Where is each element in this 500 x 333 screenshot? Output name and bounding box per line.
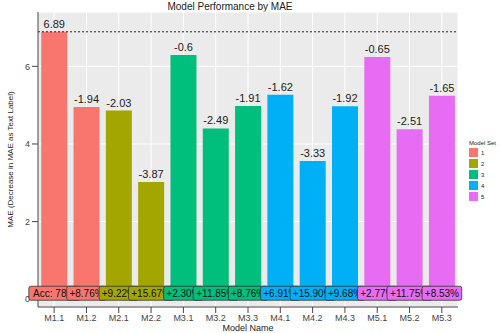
svg-text:M3.2: M3.2 — [206, 313, 226, 323]
html-text:1: 1 — [481, 149, 485, 156]
svg-text:+8.76%: +8.76% — [69, 288, 103, 299]
svg-text:M1.1: M1.1 — [44, 313, 64, 323]
html-text:Model Set: Model Set — [469, 140, 496, 146]
svg-text:-2.49: -2.49 — [203, 114, 228, 126]
svg-text:+11.75%: +11.75% — [390, 287, 430, 299]
svg-text:-1.65: -1.65 — [429, 82, 454, 94]
svg-text:M5.3: M5.3 — [432, 313, 452, 323]
svg-text:-3.87: -3.87 — [139, 168, 164, 180]
svg-text:-1.91: -1.91 — [236, 92, 261, 104]
svg-text:M3.3: M3.3 — [238, 313, 258, 323]
svg-text:M2.2: M2.2 — [141, 313, 161, 323]
html-text:Model Performance by MAE: Model Performance by MAE — [167, 1, 293, 12]
svg-text:M5.2: M5.2 — [400, 313, 420, 323]
svg-text:-3.33: -3.33 — [300, 147, 325, 159]
svg-text:-1.62: -1.62 — [268, 81, 293, 93]
svg-text:-0.6: -0.6 — [174, 41, 193, 53]
svg-text:4: 4 — [25, 139, 30, 149]
svg-text:6.89: 6.89 — [44, 18, 65, 30]
svg-text:M2.1: M2.1 — [109, 313, 129, 323]
svg-text:+6.91%: +6.91% — [263, 287, 298, 299]
html-text:2: 2 — [481, 160, 485, 167]
svg-text:M4.2: M4.2 — [303, 313, 323, 323]
svg-text:+15.90%: +15.90% — [292, 287, 333, 299]
html-text:3: 3 — [481, 171, 485, 178]
svg-text:-1.94: -1.94 — [74, 93, 99, 105]
svg-text:+9.68%: +9.68% — [328, 288, 362, 299]
svg-text:-2.51: -2.51 — [397, 115, 422, 127]
svg-text:+2.77%: +2.77% — [360, 287, 395, 299]
svg-text:+15.67%: +15.67% — [131, 287, 171, 299]
svg-text:MAE (Decrease in MAE as Text L: MAE (Decrease in MAE as Text Label) — [8, 91, 15, 228]
svg-text:M3.1: M3.1 — [173, 313, 193, 323]
svg-text:-1.92: -1.92 — [332, 92, 357, 104]
svg-text:+2.30%: +2.30% — [166, 287, 201, 299]
svg-text:2: 2 — [25, 217, 30, 227]
svg-text:+11.85%: +11.85% — [196, 287, 236, 299]
svg-text:-0.65: -0.65 — [365, 43, 390, 55]
svg-text:+8.53%: +8.53% — [425, 288, 459, 299]
svg-text:M4.1: M4.1 — [270, 313, 290, 323]
svg-text:M5.1: M5.1 — [367, 313, 387, 323]
svg-text:6: 6 — [25, 62, 30, 72]
html-text:5: 5 — [481, 193, 485, 200]
svg-text:Acc: 78%: Acc: 78% — [33, 287, 76, 299]
svg-text:+9.22%: +9.22% — [101, 287, 136, 299]
svg-text:-2.03: -2.03 — [106, 97, 131, 109]
svg-text:0: 0 — [25, 294, 30, 305]
html-text:4: 4 — [481, 182, 485, 189]
svg-text:Model Name: Model Name — [222, 323, 273, 333]
svg-text:+8.76%: +8.76% — [231, 288, 265, 299]
svg-text:M4.3: M4.3 — [335, 313, 355, 323]
svg-text:M1.2: M1.2 — [76, 313, 96, 323]
